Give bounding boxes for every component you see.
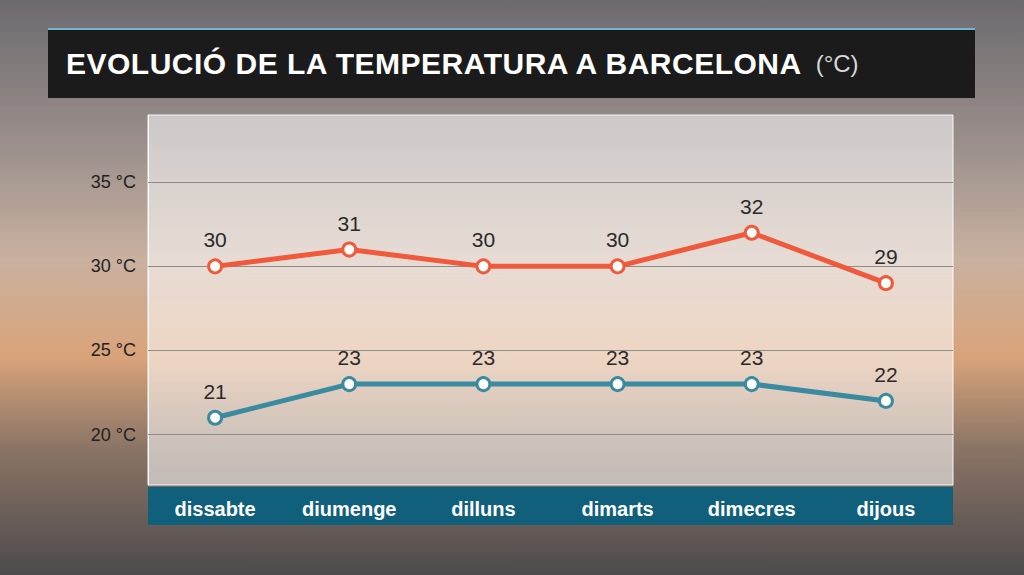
svg-text:23: 23 <box>606 346 629 369</box>
svg-text:dijous: dijous <box>856 498 915 520</box>
svg-text:dimecres: dimecres <box>708 498 796 520</box>
svg-text:23: 23 <box>740 346 763 369</box>
svg-text:22: 22 <box>874 363 897 386</box>
svg-text:31: 31 <box>338 212 361 235</box>
svg-text:35 °C: 35 °C <box>91 172 136 192</box>
svg-text:23: 23 <box>338 346 361 369</box>
svg-text:32: 32 <box>740 195 763 218</box>
svg-text:diumenge: diumenge <box>302 498 396 520</box>
svg-text:dimarts: dimarts <box>581 498 653 520</box>
svg-text:29: 29 <box>874 245 897 268</box>
svg-text:30 °C: 30 °C <box>91 256 136 276</box>
svg-text:dilluns: dilluns <box>451 498 515 520</box>
svg-text:23: 23 <box>472 346 495 369</box>
svg-text:30: 30 <box>472 228 495 251</box>
svg-text:25 °C: 25 °C <box>91 340 136 360</box>
html-text:EVOLUCIÓ DE LA TEMPERATURA A B: EVOLUCIÓ DE LA TEMPERATURA A BARCELONA <box>66 47 802 80</box>
svg-text:dissabte: dissabte <box>175 498 256 520</box>
svg-text:21: 21 <box>203 380 226 403</box>
html-text:(°C): (°C) <box>815 50 859 77</box>
svg-text:30: 30 <box>606 228 629 251</box>
svg-text:20 °C: 20 °C <box>91 425 136 445</box>
svg-text:30: 30 <box>203 228 226 251</box>
